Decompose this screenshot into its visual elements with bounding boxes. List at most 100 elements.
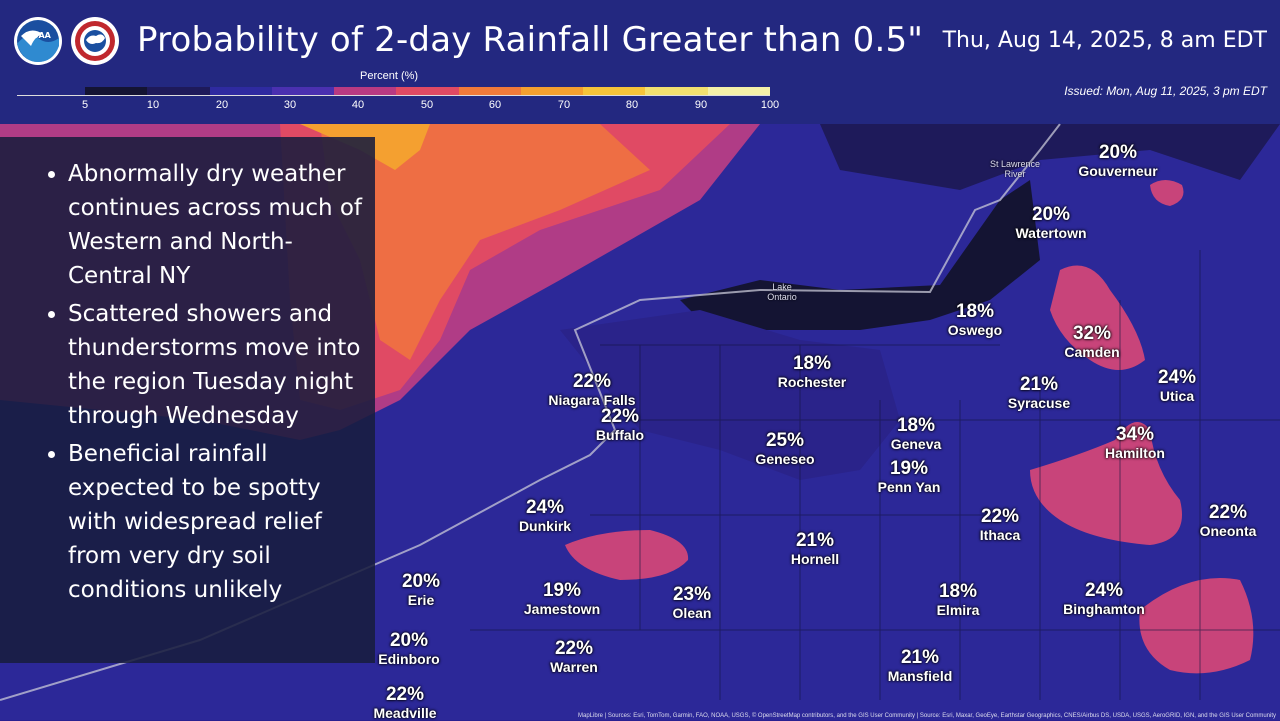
legend-tick-label: 70 [557,99,571,111]
legend-swatch-8 [583,87,646,95]
city-probability: 21% [900,647,940,668]
city-probability: 25% [765,430,805,451]
city-probability: 22% [385,684,425,705]
legend-tick-label: 10 [146,99,160,111]
nws-logo [71,17,119,65]
city-name: Buffalo [595,427,645,443]
issued-date: Issued: Mon, Aug 11, 2025, 3 pm EDT [1064,84,1267,98]
city-name: Geneseo [755,451,815,467]
legend-swatch-4 [334,87,397,95]
low-zone-central [560,310,900,480]
legend-tick-label: 90 [694,99,708,111]
city-label-jamestown: 19% Jamestown [524,580,600,617]
city-label-elmira: 18% Elmira [937,581,980,618]
city-probability: 23% [672,584,712,605]
city-probability: 18% [938,581,978,602]
city-name: Niagara Falls [548,392,636,408]
city-label-rochester: 18% Rochester [778,353,846,390]
city-name: Gouverneur [1078,163,1158,179]
legend-swatch-5 [396,87,459,95]
city-name: Oswego [947,322,1003,338]
city-name: Watertown [1015,225,1087,241]
legend-swatch-1 [147,87,210,95]
city-probability: 22% [554,638,594,659]
county-lines [470,250,1280,700]
city-name: Penn Yan [877,479,941,495]
city-label-mansfield: 21% Mansfield [888,647,953,684]
legend-swatch-2 [209,87,272,95]
city-probability: 18% [955,301,995,322]
legend-swatch-3 [271,87,335,95]
city-name: Ithaca [979,527,1021,543]
city-probability: 24% [1084,580,1124,601]
city-name: Olean [672,605,712,621]
city-label-olean: 23% Olean [673,584,712,621]
legend-swatch-0 [85,87,148,95]
city-label-ithaca: 22% Ithaca [980,506,1020,543]
city-name: Meadville [373,705,437,721]
city-probability: 32% [1072,323,1112,344]
city-label-geneva: 18% Geneva [891,415,942,452]
city-probability: 22% [600,406,640,427]
city-name: Mansfield [887,668,953,684]
city-label-dunkirk: 24% Dunkirk [519,497,571,534]
valid-date: Thu, Aug 14, 2025, 8 am EDT [942,28,1267,53]
legend-tick-label: 5 [81,99,89,111]
city-name: Hornell [790,551,840,567]
legend-tick-label: 100 [760,99,780,111]
summary-bullet: Abnormally dry weather continues across … [68,157,365,293]
legend-tick-label: 60 [488,99,502,111]
city-label-niagara-falls: 22% Niagara Falls [548,371,635,408]
city-name: Utica [1159,388,1195,404]
legend-tick-label: 20 [215,99,229,111]
summary-bullet: Beneficial rainfall expected to be spott… [68,437,365,607]
city-probability: 20% [1098,142,1138,163]
city-probability: 20% [401,571,441,592]
city-name: Dunkirk [518,518,572,534]
city-name: Geneva [890,436,942,452]
legend-swatch-10 [707,87,770,95]
legend-tick-label: 30 [283,99,297,111]
summary-bullet: Scattered showers and thunderstorms move… [68,297,365,433]
city-label-edinboro: 20% Edinboro [378,630,439,667]
summary-bullet-list: Abnormally dry weather continues across … [0,137,375,607]
city-name: Rochester [777,374,847,390]
low-zone-north [820,124,1280,190]
city-name: Oneonta [1199,523,1257,539]
legend-tick-label: 40 [351,99,365,111]
city-probability: 24% [1157,367,1197,388]
map-credits: MapLibre | Sources: Esri, TomTom, Garmin… [577,713,1276,719]
probability-zone-gouverneur [1150,180,1184,206]
legend-color-scale [85,87,770,95]
probability-zone-60 [320,124,650,360]
city-name: Syracuse [1007,395,1071,411]
city-label-binghamton: 24% Binghamton [1063,580,1145,617]
page-title: Probability of 2-day Rainfall Greater th… [137,20,924,60]
city-label-hornell: 21% Hornell [791,530,839,567]
city-probability: 18% [896,415,936,436]
city-name: Hamilton [1105,445,1165,461]
city-probability: 20% [389,630,429,651]
svg-text:NOAA: NOAA [25,31,51,40]
probability-zone-camden [1050,265,1145,370]
probability-zone-binghamton [1139,578,1254,674]
city-label-camden: 32% Camden [1064,323,1119,360]
lake-ontario-zone [680,180,1040,330]
city-name: Binghamton [1063,601,1145,617]
legend-swatch-9 [645,87,708,95]
city-label-oneonta: 22% Oneonta [1200,502,1257,539]
city-probability: 22% [572,371,612,392]
legend-swatch-7 [520,87,584,95]
city-probability: 20% [1031,204,1071,225]
noaa-logo: NOAA [14,17,62,65]
city-probability: 34% [1115,424,1155,445]
city-label-gouverneur: 20% Gouverneur [1078,142,1157,179]
city-label-watertown: 20% Watertown [1015,204,1086,241]
city-probability: 21% [1019,374,1059,395]
city-probability: 19% [542,580,582,601]
legend-tick-label: 50 [420,99,434,111]
header-bar: NOAA Probability of 2-day Rainfall Great… [0,0,1280,124]
probability-zone-jamestown [565,530,689,580]
city-label-hamilton: 34% Hamilton [1105,424,1165,461]
city-name: Camden [1064,344,1120,360]
